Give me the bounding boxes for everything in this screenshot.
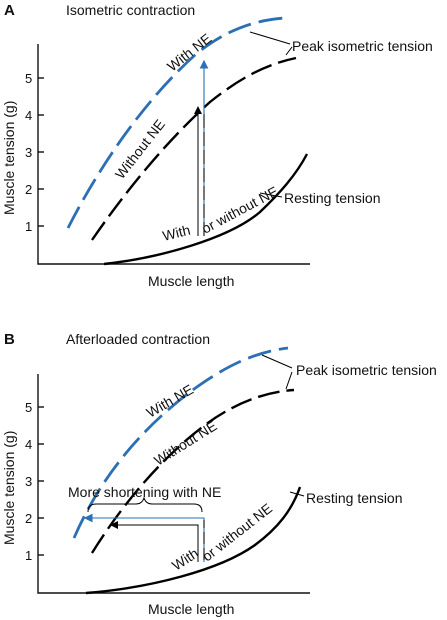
panel-a-tick-label-3: 3 (25, 145, 32, 160)
panel-b-peak-leader-1 (261, 354, 293, 369)
panel-a-without-ne-label: Without NE (112, 116, 168, 182)
panel-a-resting-leader (259, 192, 283, 198)
panel-b-peak-label: Peak isometric tension (296, 362, 437, 378)
panel-a-or-without-label: or without NE (199, 183, 281, 237)
panel-b-ylabel: Muscle tension (g) (1, 431, 17, 545)
panel-a-peak-leader-1 (249, 31, 291, 45)
panel-a-tick-label-4: 4 (25, 108, 32, 123)
panel-b-resting-label: Resting tension (306, 490, 403, 506)
panel-b-peak-leader-2 (285, 371, 293, 390)
panel-b-arrow-without-ne (110, 521, 199, 562)
panel-a-peak-leader-2 (285, 46, 293, 56)
panel-a-resting-label: Resting tension (284, 190, 381, 206)
panel-b-with-ne-label: With NE (144, 381, 196, 421)
panel-b-without-ne-label: Without NE (151, 417, 220, 468)
panel-a-without-ne-curve (91, 56, 297, 241)
panel-a-with-label: With (161, 222, 192, 244)
panel-a-ylabel: Muscle tension (g) (1, 101, 17, 215)
panel-b-shortening-brace (87, 496, 203, 513)
panel-a-with-ne-label: With NE (164, 30, 214, 74)
panel-a-tick-label-5: 5 (25, 71, 32, 86)
panel-a: A Isometric contraction 5 4 3 2 1 Muscle… (1, 2, 433, 289)
panel-a-peak-label: Peak isometric tension (292, 38, 433, 54)
panel-a-with-ne-curve (66, 16, 286, 229)
panel-a-resting-tension-curve (103, 153, 309, 266)
panel-a-title: Isometric contraction (66, 2, 195, 18)
panel-b-tick-label-5: 5 (25, 400, 32, 415)
panel-b-title: Afterloaded contraction (66, 331, 210, 347)
panel-b-resting-tension-curve (85, 486, 302, 595)
panel-b: B Afterloaded contraction 5 4 3 2 1 Musc… (1, 331, 437, 617)
panel-b-arrow-with-ne (83, 513, 205, 562)
panel-b-tick-label-3: 3 (25, 474, 32, 489)
panel-letter-b: B (4, 331, 15, 348)
panel-b-with-ne-curve (72, 346, 289, 539)
panel-a-tick-label-1: 1 (25, 219, 32, 234)
panel-a-axes (37, 44, 310, 265)
panel-b-resting-leader (289, 491, 305, 497)
panel-b-tick-label-2: 2 (25, 511, 32, 526)
panel-a-tick-label-2: 2 (25, 182, 32, 197)
panel-b-without-ne-curve (90, 388, 295, 554)
panel-letter-a: A (4, 2, 15, 19)
panel-b-tick-label-4: 4 (25, 437, 32, 452)
panel-b-tick-label-1: 1 (25, 548, 32, 563)
panel-b-axes (37, 374, 310, 594)
panel-b-with-label: With (169, 545, 201, 574)
panel-a-xlabel: Muscle length (148, 273, 234, 289)
panel-b-shortening-label: More shortening with NE (68, 484, 221, 500)
panel-b-xlabel: Muscle length (148, 601, 234, 617)
